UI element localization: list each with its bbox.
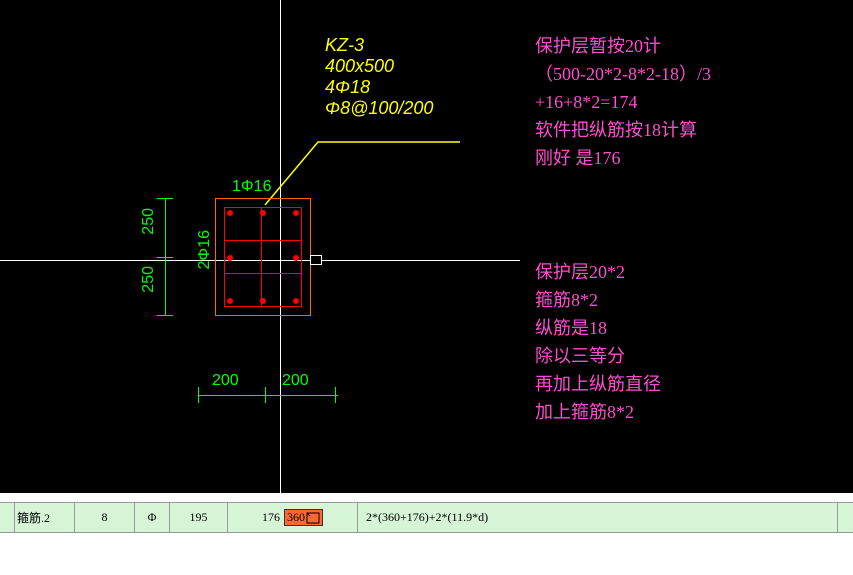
dim-h-line	[198, 395, 338, 396]
row-handle[interactable]	[0, 503, 15, 532]
column-size: 400x500	[325, 56, 433, 77]
table-row: 箍筋.2 8 Φ 195 176 360 2*(360+176)+2*(11.9…	[0, 503, 853, 533]
column-stirrup: Φ8@100/200	[325, 98, 433, 119]
dim-dx1: 200	[212, 372, 239, 390]
dim-tick	[198, 387, 199, 403]
cell-shape[interactable]: 176 360	[228, 503, 358, 532]
note-line: 纵筋是18	[535, 314, 661, 342]
note-line: 加上箍筋8*2	[535, 398, 661, 426]
dim-tick	[157, 315, 173, 316]
rebar-dot	[227, 298, 233, 304]
rebar-dot	[227, 210, 233, 216]
cell-num2: 176	[262, 510, 280, 525]
grip-handle[interactable]	[310, 255, 322, 265]
note-line: 软件把纵筋按18计算	[535, 116, 711, 144]
note-line: 箍筋8*2	[535, 286, 661, 314]
note-line: 再加上纵筋直径	[535, 370, 661, 398]
rebar-dot	[293, 210, 299, 216]
dim-tick	[157, 257, 173, 258]
note-line: （500-20*2-8*2-18）/3	[535, 60, 711, 88]
column-label-block: KZ-3 400x500 4Φ18 Φ8@100/200	[325, 35, 433, 119]
rebar-table: 箍筋.2 8 Φ 195 176 360 2*(360+176)+2*(11.9…	[0, 493, 853, 533]
leader-line	[265, 142, 460, 205]
stirrup-tie-v	[261, 208, 262, 306]
rebar-dot	[293, 255, 299, 261]
cell-name[interactable]: 箍筋.2	[15, 503, 75, 532]
stirrup-tie-h	[225, 273, 301, 274]
rebar-dot	[293, 298, 299, 304]
cell-formula[interactable]: 2*(360+176)+2*(11.9*d)	[358, 503, 838, 532]
cell-num1[interactable]: 195	[170, 503, 228, 532]
dim-dx2: 200	[282, 372, 309, 390]
table-spacer	[0, 493, 853, 503]
section-inner-rect	[224, 207, 302, 307]
dim-dy1: 250	[140, 208, 158, 235]
column-name: KZ-3	[325, 35, 433, 56]
note-line: +16+8*2=174	[535, 88, 711, 116]
dim-tick	[335, 387, 336, 403]
column-longitudinal: 4Φ18	[325, 77, 433, 98]
cell-highlight: 360	[284, 509, 323, 526]
shape-icon	[306, 512, 320, 524]
section-left-rebar-label: 2Φ16	[196, 230, 214, 269]
section-outer-rect	[215, 198, 311, 316]
cell-symbol[interactable]: Φ	[135, 503, 170, 532]
stirrup-tie-h	[225, 240, 301, 241]
note-line: 除以三等分	[535, 342, 661, 370]
note-line: 保护层20*2	[535, 258, 661, 286]
note-line: 刚好 是176	[535, 144, 711, 172]
cad-canvas[interactable]: KZ-3 400x500 4Φ18 Φ8@100/200	[0, 0, 853, 493]
notes-top: 保护层暂按20计 （500-20*2-8*2-18）/3 +16+8*2=174…	[535, 32, 711, 172]
rebar-dot	[227, 255, 233, 261]
note-line: 保护层暂按20计	[535, 32, 711, 60]
cell-diam[interactable]: 8	[75, 503, 135, 532]
section-top-rebar-label: 1Φ16	[232, 178, 271, 196]
dim-tick	[157, 198, 173, 199]
dim-tick	[265, 387, 266, 403]
notes-bottom: 保护层20*2 箍筋8*2 纵筋是18 除以三等分 再加上纵筋直径 加上箍筋8*…	[535, 258, 661, 426]
dim-dy2: 250	[140, 266, 158, 293]
